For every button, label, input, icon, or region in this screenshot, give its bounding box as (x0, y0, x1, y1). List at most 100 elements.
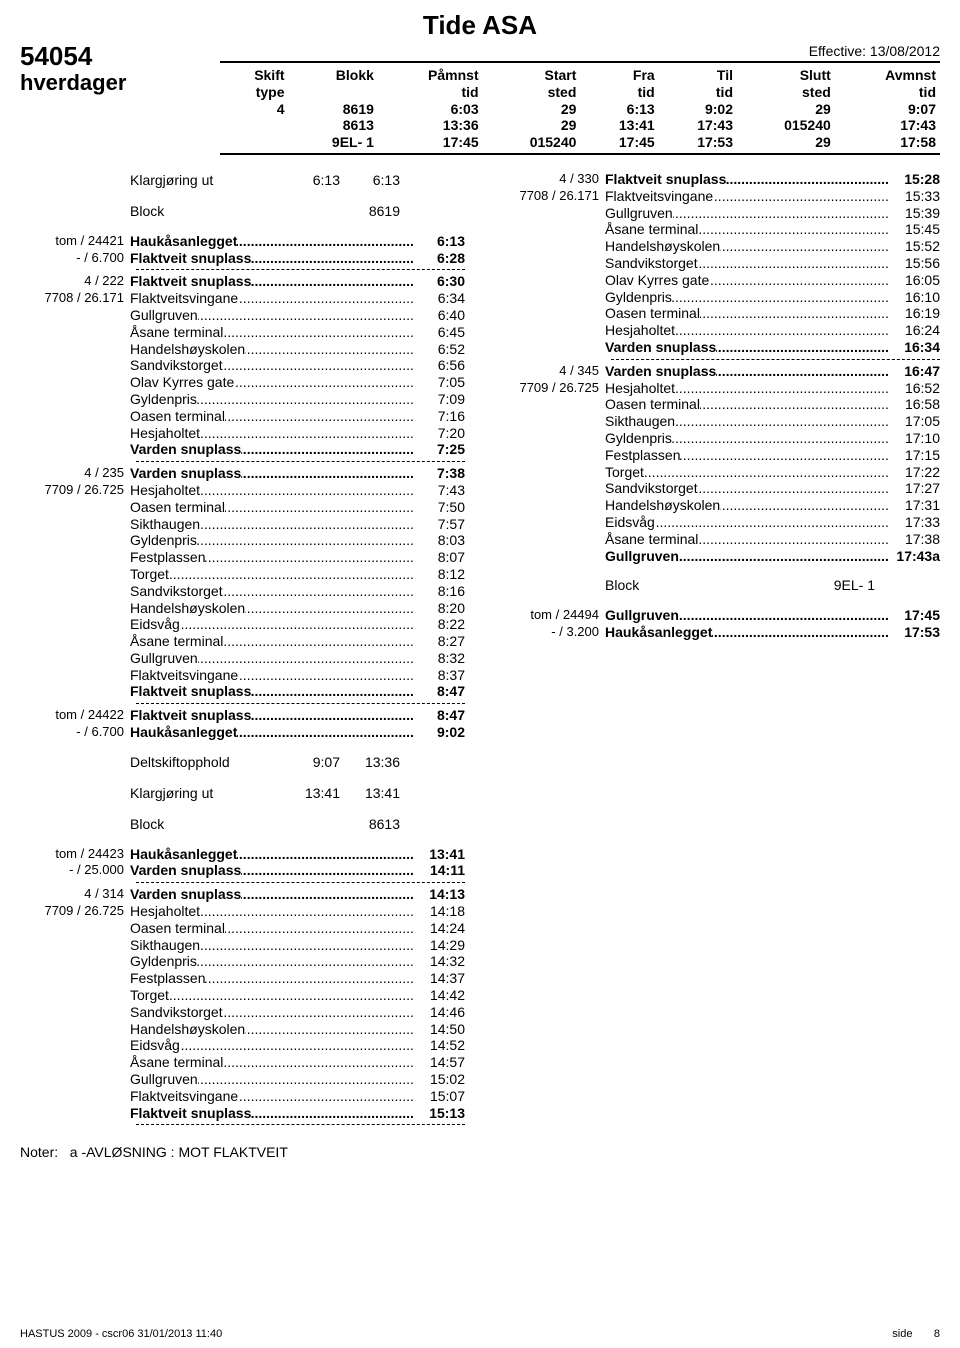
sub-tid2: tid (580, 84, 658, 101)
stop-left: 7709 / 26.725 (495, 380, 605, 397)
stop-label: Gyldenpris (130, 391, 413, 408)
noter: Noter: a -AVLØSNING : MOT FLAKTVEIT (20, 1144, 940, 1160)
noter-text: a -AVLØSNING : MOT FLAKTVEIT (70, 1144, 288, 1160)
stop-label: Gullgruven (130, 307, 413, 324)
spacer (20, 221, 465, 233)
stop-row: Festplassen17:15 (495, 447, 940, 464)
stop-label: Flaktveit snuplass (130, 683, 413, 700)
stop-left (495, 531, 605, 548)
stop-row: Torget14:42 (20, 987, 465, 1004)
sub-sted1: sted (483, 84, 581, 101)
stop-row: Handelshøyskolen8:20 (20, 600, 465, 617)
stop-time: 15:33 (888, 188, 940, 205)
stop-time: 7:43 (413, 482, 465, 499)
stop-left (495, 447, 605, 464)
sub-tid1: tid (378, 84, 483, 101)
stop-time: 15:02 (413, 1071, 465, 1088)
stop-time: 8:07 (413, 549, 465, 566)
stop-time: 14:50 (413, 1021, 465, 1038)
header-zone: 54054 hverdager Effective: 13/08/2012 Sk… (20, 43, 940, 159)
meta-v1: 6:13 (270, 171, 340, 190)
stop-left: 7709 / 26.725 (20, 903, 130, 920)
stop-time: 16:58 (888, 396, 940, 413)
stop-row: 7709 / 26.725Hesjaholtet16:52 (495, 380, 940, 397)
stop-row: Handelshøyskolen6:52 (20, 341, 465, 358)
block-cell: 4 (220, 101, 289, 118)
stop-row: Oasen terminal7:16 (20, 408, 465, 425)
stop-left (20, 324, 130, 341)
stop-left: - / 25.000 (20, 862, 130, 879)
stop-row: 7709 / 26.725Hesjaholtet7:43 (20, 482, 465, 499)
stop-label: Sandvikstorget (605, 480, 888, 497)
stop-left: 4 / 314 (20, 886, 130, 903)
stop-label: Eidsvåg (605, 514, 888, 531)
stop-row: 4 / 235Varden snuplass7:38 (20, 465, 465, 482)
stop-row: Gyldenpris16:10 (495, 289, 940, 306)
stop-left: tom / 24494 (495, 607, 605, 624)
stop-label: Sandvikstorget (605, 255, 888, 272)
stop-left (20, 1105, 130, 1122)
stop-left (20, 532, 130, 549)
stop-time: 17:43a (888, 548, 940, 565)
stop-row: Handelshøyskolen15:52 (495, 238, 940, 255)
stop-time: 14:11 (413, 862, 465, 879)
block-cell: 17:43 (659, 117, 737, 134)
stop-label: Oasen terminal (130, 920, 413, 937)
block-cell: 015240 (737, 117, 835, 134)
stop-time: 17:31 (888, 497, 940, 514)
stop-left (20, 920, 130, 937)
stop-left (20, 987, 130, 1004)
block-cell: 17:53 (659, 134, 737, 151)
stop-time: 17:10 (888, 430, 940, 447)
stop-label: Handelshøyskolen (130, 1021, 413, 1038)
stop-left (20, 307, 130, 324)
stop-row: Oasen terminal14:24 (20, 920, 465, 937)
stop-left (20, 1004, 130, 1021)
stop-left (20, 953, 130, 970)
stop-time: 7:50 (413, 499, 465, 516)
stop-time: 14:18 (413, 903, 465, 920)
stop-row: Eidsvåg14:52 (20, 1037, 465, 1054)
col-pamnst: Påmnst (378, 67, 483, 84)
stop-left: 7708 / 26.171 (495, 188, 605, 205)
stop-label: Gyldenpris (605, 430, 888, 447)
stop-time: 14:29 (413, 937, 465, 954)
meta-v2: 6:13 (340, 171, 400, 190)
sub-tid3: tid (659, 84, 737, 101)
stop-row: Gullgruven6:40 (20, 307, 465, 324)
day-type: hverdager (20, 70, 220, 96)
block-cell (220, 134, 289, 151)
stop-left (20, 583, 130, 600)
stop-label: Festplassen (605, 447, 888, 464)
stop-time: 17:15 (888, 447, 940, 464)
stop-time: 17:22 (888, 464, 940, 481)
col-slutt: Slutt (737, 67, 835, 84)
block-cell: 015240 (483, 134, 581, 151)
stop-label: Varden snuplass (130, 465, 413, 482)
meta-label: Klargjøring ut (130, 171, 270, 190)
spacer (20, 741, 465, 753)
stop-left (495, 255, 605, 272)
stop-left (20, 650, 130, 667)
stop-left: 4 / 235 (20, 465, 130, 482)
stop-time: 8:16 (413, 583, 465, 600)
stop-row: 7708 / 26.171Flaktveitsvingane6:34 (20, 290, 465, 307)
route-number: 54054 (20, 43, 220, 70)
stop-label: Åsane terminal (605, 221, 888, 238)
stop-label: Hesjaholtet (605, 322, 888, 339)
stop-row: Oasen terminal16:19 (495, 305, 940, 322)
stop-row: Oasen terminal16:58 (495, 396, 940, 413)
stop-label: Flaktveit snuplass (605, 171, 888, 188)
spacer (20, 834, 465, 846)
stop-label: Oasen terminal (130, 408, 413, 425)
meta-label: Block (605, 576, 745, 595)
stop-row: Gyldenpris8:03 (20, 532, 465, 549)
stop-row: 7708 / 26.171Flaktveitsvingane15:33 (495, 188, 940, 205)
stop-time: 17:38 (888, 531, 940, 548)
stop-label: Åsane terminal (130, 324, 413, 341)
footer-left: HASTUS 2009 - cscr06 31/01/2013 11:40 (20, 1328, 222, 1340)
stop-left (20, 408, 130, 425)
stop-left (495, 548, 605, 565)
meta-line: Block8613 (20, 815, 465, 834)
stop-left (495, 205, 605, 222)
